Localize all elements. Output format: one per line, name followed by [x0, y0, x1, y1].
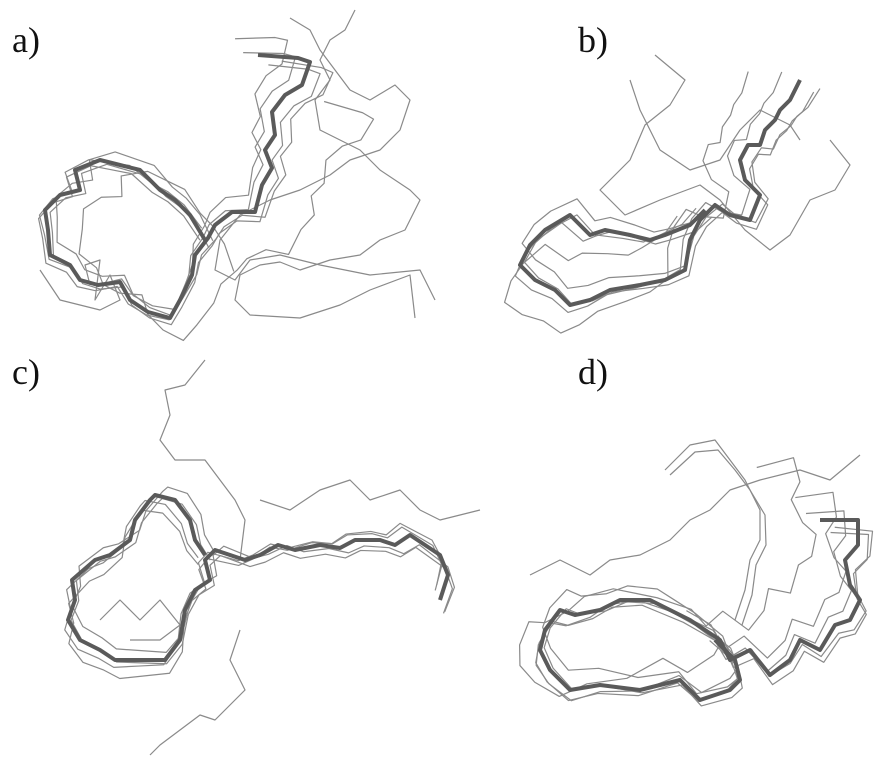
trace [536, 497, 876, 712]
highlighted-trace [538, 518, 862, 702]
trace [159, 359, 246, 561]
trace [599, 54, 851, 251]
trace [69, 494, 456, 675]
trace [214, 17, 436, 301]
trace [68, 480, 461, 673]
trace [29, 49, 310, 327]
panel-label: a) [12, 20, 40, 60]
trace [485, 456, 843, 715]
trace [234, 9, 421, 319]
trace [99, 599, 181, 641]
panel-label: d) [578, 352, 608, 392]
trace [39, 259, 121, 311]
panel-label: c) [12, 352, 40, 392]
trace [259, 479, 481, 521]
trace [517, 58, 821, 313]
trace [55, 478, 452, 685]
trace [529, 454, 861, 576]
highlighted-trace [66, 493, 450, 662]
trace [669, 449, 767, 626]
panel-d-traces [485, 439, 876, 716]
trace [149, 629, 246, 756]
panel-c-traces [55, 359, 481, 756]
panel-b-traces [471, 54, 851, 343]
trace [57, 484, 447, 671]
trace [517, 491, 861, 716]
panel-label: b) [578, 20, 608, 60]
trace [471, 70, 788, 343]
trace [60, 56, 376, 371]
trace [22, 32, 315, 324]
trace [501, 71, 799, 317]
trace [629, 79, 801, 171]
panel-a-traces [22, 9, 436, 371]
